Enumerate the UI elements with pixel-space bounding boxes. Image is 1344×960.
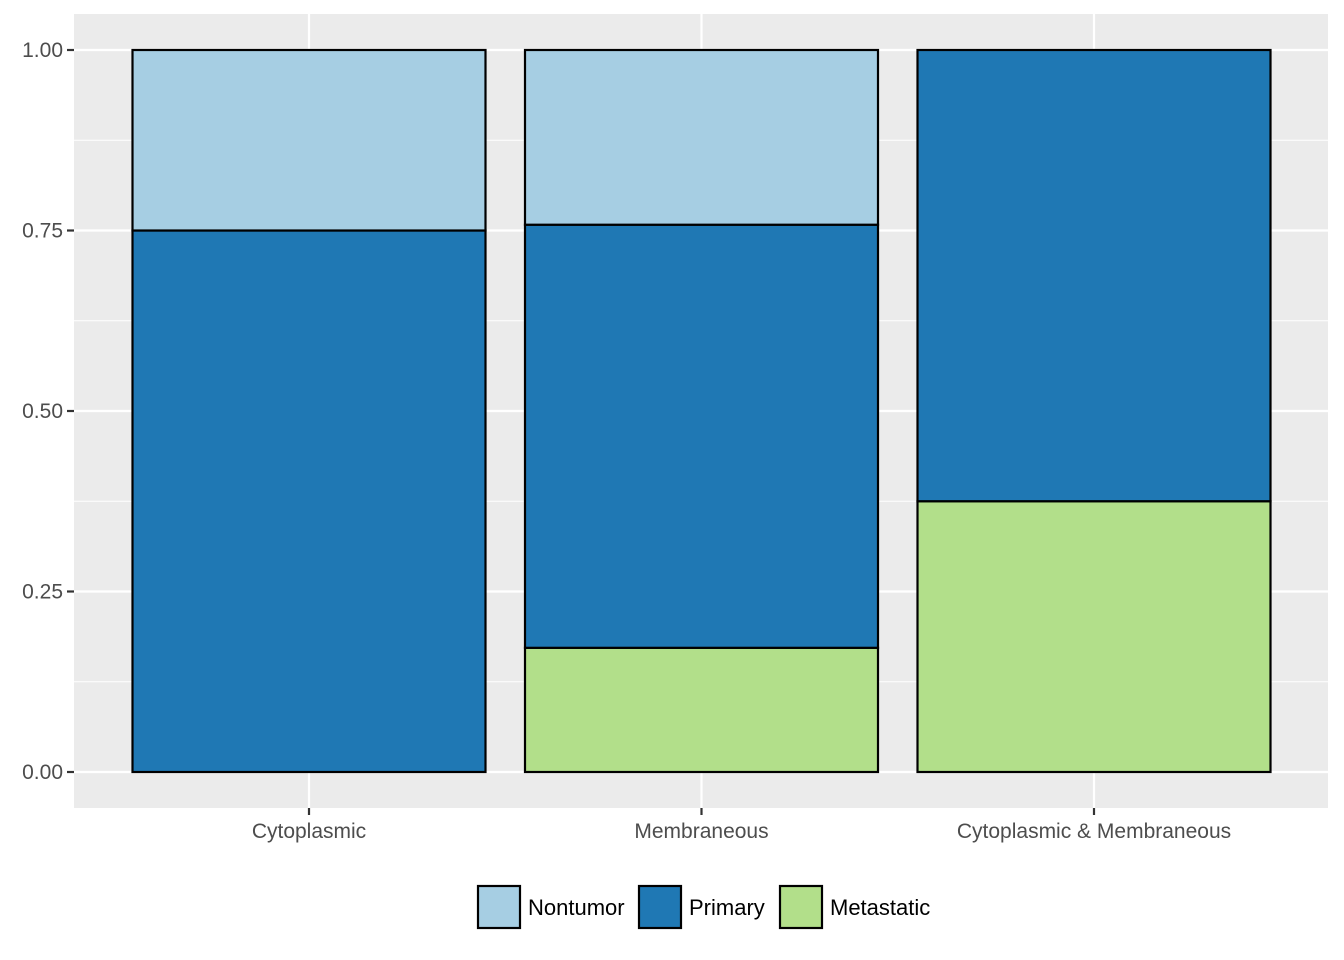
bar-segment-metastatic-2 [523, 646, 880, 774]
y-tick-label: 1.00 [22, 39, 63, 62]
legend-key-metastatic [778, 884, 824, 930]
y-tick-label: 0.00 [22, 761, 63, 784]
x-tick-label: Cytoplasmic [252, 820, 366, 843]
y-tick-label: 0.50 [22, 400, 63, 423]
bar-segment-nontumor-2 [523, 48, 880, 226]
legend: Nontumor Primary Metastatic [476, 884, 930, 930]
x-tick-label: Membraneous [634, 820, 768, 843]
bar-segment-primary-2 [523, 223, 880, 649]
x-tick-label: Cytoplasmic & Membraneous [957, 820, 1231, 843]
y-axis: 0.00 0.25 0.50 0.75 1.00 [22, 39, 74, 784]
bars [131, 48, 1272, 774]
y-tick-label: 0.75 [22, 220, 63, 243]
legend-label-primary: Primary [689, 895, 765, 920]
legend-label-metastatic: Metastatic [830, 895, 930, 920]
bar-segment-primary-3 [916, 48, 1272, 503]
legend-key-primary [637, 884, 683, 930]
bar-segment-metastatic-3 [916, 500, 1272, 774]
bar-segment-primary-1 [131, 229, 487, 774]
x-axis: Cytoplasmic Membraneous Cytoplasmic & Memb… [252, 808, 1231, 843]
bar-segment-nontumor-1 [131, 48, 487, 232]
y-tick-label: 0.25 [22, 581, 63, 604]
legend-label-nontumor: Nontumor [528, 895, 625, 920]
legend-key-nontumor [476, 884, 522, 930]
